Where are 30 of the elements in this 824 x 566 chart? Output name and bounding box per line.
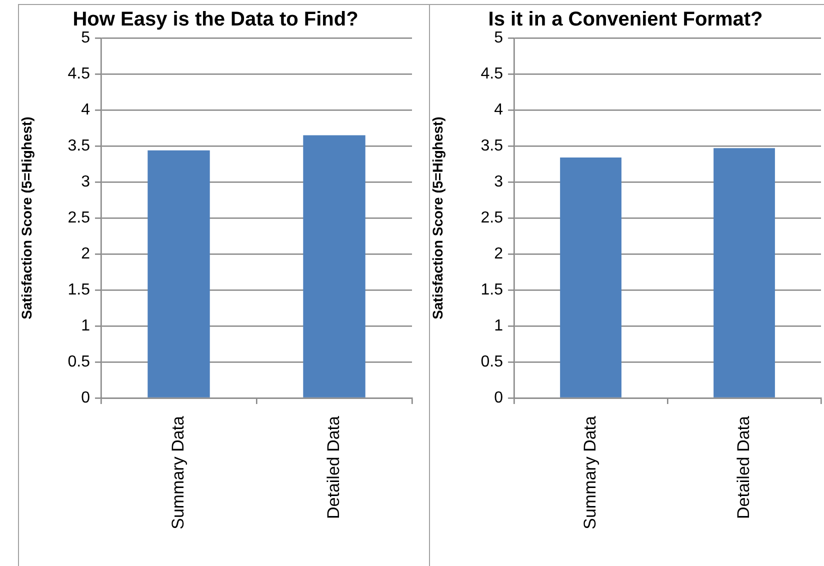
x-tick-label: Summary Data (168, 415, 188, 530)
y-tick-label: 1 (494, 317, 504, 334)
x-tick-label: Summary Data (580, 415, 600, 530)
chart-title: How Easy is the Data to Find? (72, 8, 358, 31)
y-tick-label: 2 (494, 245, 504, 262)
y-tick-label: 0.5 (480, 353, 504, 370)
y-tick-label: 3 (494, 173, 504, 190)
y-tick-label: 0.5 (68, 353, 90, 370)
y-tick-label: 2.5 (480, 209, 504, 226)
y-tick-label: 2 (81, 245, 90, 262)
y-tick-label: 4.5 (480, 65, 504, 82)
y-tick-label: 3 (81, 173, 90, 190)
y-tick-label: 3.5 (68, 137, 90, 154)
y-tick-label: 0 (81, 389, 90, 406)
y-tick-label: 2.5 (68, 209, 90, 226)
chart-title: Is it in a Convenient Format? (488, 8, 763, 31)
y-tick-label: 3.5 (480, 137, 504, 154)
y-tick-label: 1.5 (480, 281, 504, 298)
x-tick-label: Detailed Data (734, 415, 753, 520)
y-tick-label: 4 (494, 101, 504, 118)
x-tick-label: Detailed Data (324, 415, 343, 520)
y-tick-label: 0 (494, 389, 504, 406)
y-tick-label: 1 (81, 317, 90, 334)
y-axis-title: Satisfaction Score (5=Highest) (429, 116, 446, 320)
y-axis-title: Satisfaction Score (5=Highest) (18, 116, 34, 320)
y-tick-label: 4.5 (68, 65, 90, 82)
y-tick-label: 4 (81, 101, 90, 118)
y-tick-label: 1.5 (68, 281, 90, 298)
y-tick-label: 5 (81, 29, 90, 46)
y-tick-label: 5 (494, 29, 504, 46)
